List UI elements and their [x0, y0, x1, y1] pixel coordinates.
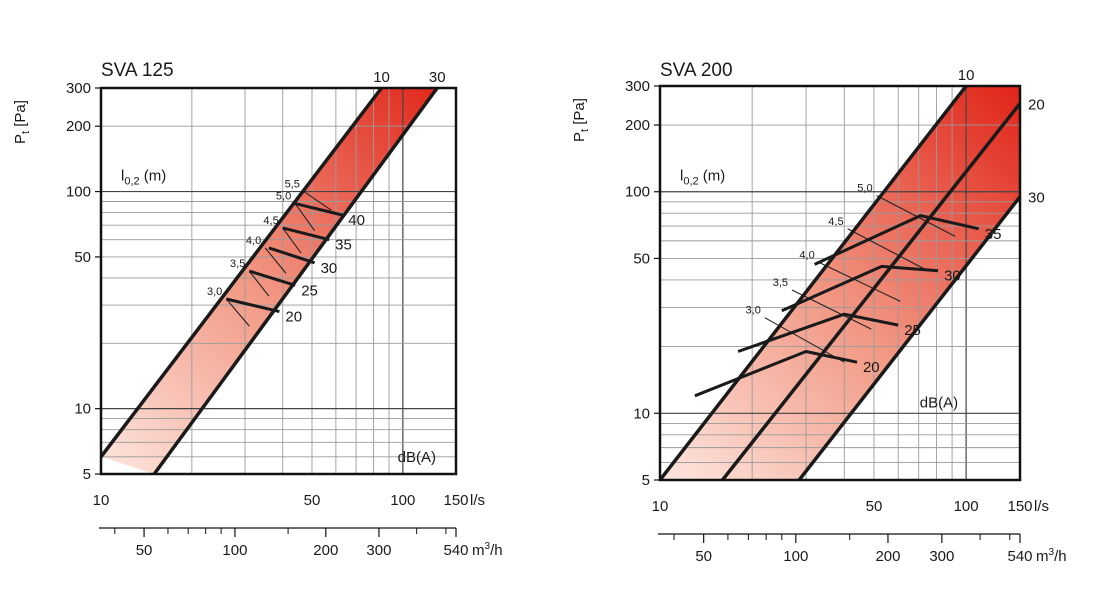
- boundary-label: 30: [1028, 190, 1045, 207]
- m3h-tick-label: 200: [313, 542, 338, 559]
- y-tick-label: 200: [66, 118, 91, 135]
- throw-line: [264, 247, 287, 274]
- noise-label: 30: [321, 260, 338, 277]
- y-tick-label: 5: [83, 466, 91, 483]
- y-tick-label: 50: [74, 249, 91, 266]
- noise-line: [282, 226, 330, 242]
- x-tick-label: 10: [652, 498, 669, 515]
- throw-label: 3,0: [207, 286, 222, 298]
- throw-label: 4,5: [828, 216, 843, 228]
- db-label: dB(A): [920, 394, 958, 411]
- noise-line: [781, 264, 939, 313]
- plot-frame: [658, 84, 1022, 482]
- throw-line: [791, 289, 872, 330]
- band-fill: [101, 88, 438, 474]
- boundary-line: [152, 88, 439, 474]
- x-tick-label: 10: [93, 492, 110, 509]
- x-tick-label: 50: [866, 498, 883, 515]
- throw-label: 4,0: [799, 249, 814, 261]
- noise-label: 20: [285, 309, 302, 326]
- m3h-tick-label: 200: [875, 548, 900, 565]
- db-label: dB(A): [398, 449, 436, 466]
- throw-line: [764, 317, 845, 363]
- x-tick-label: 150: [1007, 498, 1032, 515]
- boundary-line: [660, 86, 968, 480]
- y-tick-label: 5: [642, 472, 650, 489]
- chart-title: SVA 200: [660, 60, 733, 81]
- m3h-tick-label: 50: [695, 548, 712, 565]
- m3h-tick-label: 540: [1007, 548, 1032, 565]
- throw-label: 4,0: [246, 235, 261, 247]
- noise-label: 40: [348, 212, 365, 229]
- noise-line: [737, 312, 899, 353]
- x-tick-label: 100: [954, 498, 979, 515]
- throw-line: [282, 227, 302, 254]
- m3h-tick-label: 100: [222, 542, 247, 559]
- boundary-line: [721, 102, 1020, 480]
- band-fill: [660, 86, 1020, 480]
- throw-label: 5,5: [285, 179, 300, 191]
- throw-line: [303, 191, 332, 211]
- throw-label: 5,0: [857, 183, 872, 195]
- x-unit-label: l/s: [1034, 498, 1049, 515]
- x-unit-label: l/s: [470, 492, 485, 509]
- y-axis-label: Pt [Pa]: [12, 100, 32, 144]
- y-axis-label: Pt [Pa]: [571, 98, 591, 142]
- throw-line: [294, 203, 316, 232]
- y-tick-label: 10: [74, 401, 91, 418]
- m3h-tick-label: 300: [366, 542, 391, 559]
- m3h-tick-label: 100: [783, 548, 808, 565]
- noise-label: 25: [904, 322, 921, 339]
- y-tick-label: 50: [633, 250, 650, 267]
- boundary-label: 20: [1028, 97, 1045, 114]
- throw-label: 3,0: [746, 305, 761, 317]
- noise-label: 35: [335, 237, 352, 254]
- chart-title: SVA 125: [101, 60, 174, 81]
- boundary-line: [101, 88, 383, 458]
- x-tick-label: 50: [304, 492, 321, 509]
- throw-line: [876, 195, 956, 237]
- noise-label: 20: [863, 359, 880, 376]
- throw-line: [818, 261, 901, 302]
- throw-label: 4,5: [263, 215, 278, 227]
- boundary-label: 10: [373, 69, 390, 86]
- throw-label: 5,0: [276, 191, 291, 203]
- x-tick-label: 100: [390, 492, 415, 509]
- m3h-tick-label: 50: [136, 542, 153, 559]
- throw-line: [847, 228, 929, 272]
- y-tick-label: 100: [66, 184, 91, 201]
- x-tick-label: 150: [443, 492, 468, 509]
- y-tick-label: 100: [625, 184, 650, 201]
- noise-line: [813, 214, 980, 266]
- noise-line: [268, 246, 316, 265]
- y-tick-label: 200: [625, 117, 650, 134]
- throw-label: 3,5: [773, 277, 788, 289]
- plot-frame: [99, 86, 458, 476]
- y-tick-label: 10: [633, 405, 650, 422]
- noise-line: [248, 269, 296, 287]
- m3h-unit-label: m3/h: [1036, 547, 1067, 565]
- m3h-tick-label: 300: [929, 548, 954, 565]
- noise-line: [694, 350, 858, 398]
- noise-label: 25: [301, 282, 318, 299]
- y-tick-label: 300: [66, 80, 91, 97]
- m3h-unit-label: m3/h: [472, 541, 503, 559]
- throw-axis-label: l0,2 (m): [121, 168, 166, 188]
- throw-label: 3,5: [230, 258, 245, 270]
- y-tick-label: 300: [625, 78, 650, 95]
- boundary-label: 10: [958, 67, 975, 84]
- throw-line: [248, 270, 270, 297]
- throw-line: [225, 298, 250, 327]
- boundary-label: 30: [429, 69, 446, 86]
- noise-line: [294, 202, 343, 217]
- boundary-line: [797, 195, 1020, 480]
- m3h-tick-label: 540: [443, 542, 468, 559]
- noise-line: [225, 297, 280, 314]
- throw-axis-label: l0,2 (m): [680, 168, 725, 188]
